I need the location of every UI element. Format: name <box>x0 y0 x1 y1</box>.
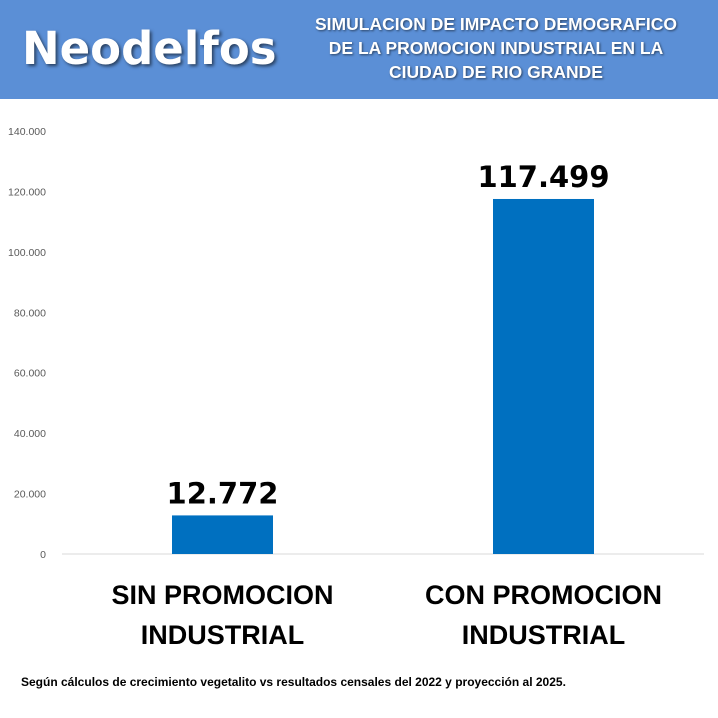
x-category-label: SIN PROMOCION <box>111 580 333 610</box>
chart-title: SIMULACION DE IMPACTO DEMOGRAFICO DE LA … <box>292 12 700 84</box>
y-tick-label: 100.000 <box>8 247 46 259</box>
header-banner: Neodelfos SIMULACION DE IMPACTO DEMOGRAF… <box>0 0 718 99</box>
x-category-label: INDUSTRIAL <box>141 620 305 650</box>
y-tick-label: 20.000 <box>14 489 46 501</box>
chart-title-line: CIUDAD DE RIO GRANDE <box>389 62 603 82</box>
y-tick-label: 60.000 <box>14 368 46 380</box>
x-category-label: CON PROMOCION <box>425 580 662 610</box>
data-label: 12.772 <box>167 476 279 510</box>
bar-chart: 0 20.000 40.000 60.000 80.000 100.000 120.000 1… <box>8 126 704 650</box>
y-tick-label: 120.000 <box>8 186 46 198</box>
footnote: Según cálculos de crecimiento vegetalito… <box>21 675 566 689</box>
y-tick-label: 0 <box>40 549 46 561</box>
data-label: 117.499 <box>477 160 609 194</box>
bar <box>493 198 594 554</box>
y-tick-label: 40.000 <box>14 428 46 440</box>
y-tick-label: 140.000 <box>8 126 46 138</box>
brand-logo-text: Neodelfos <box>22 22 277 75</box>
x-category-label: INDUSTRIAL <box>462 620 626 650</box>
chart-title-line: SIMULACION DE IMPACTO DEMOGRAFICO <box>315 14 677 34</box>
y-tick-label: 80.000 <box>14 307 46 319</box>
chart-title-line: DE LA PROMOCION INDUSTRIAL EN LA <box>328 38 664 58</box>
bar <box>172 515 273 554</box>
